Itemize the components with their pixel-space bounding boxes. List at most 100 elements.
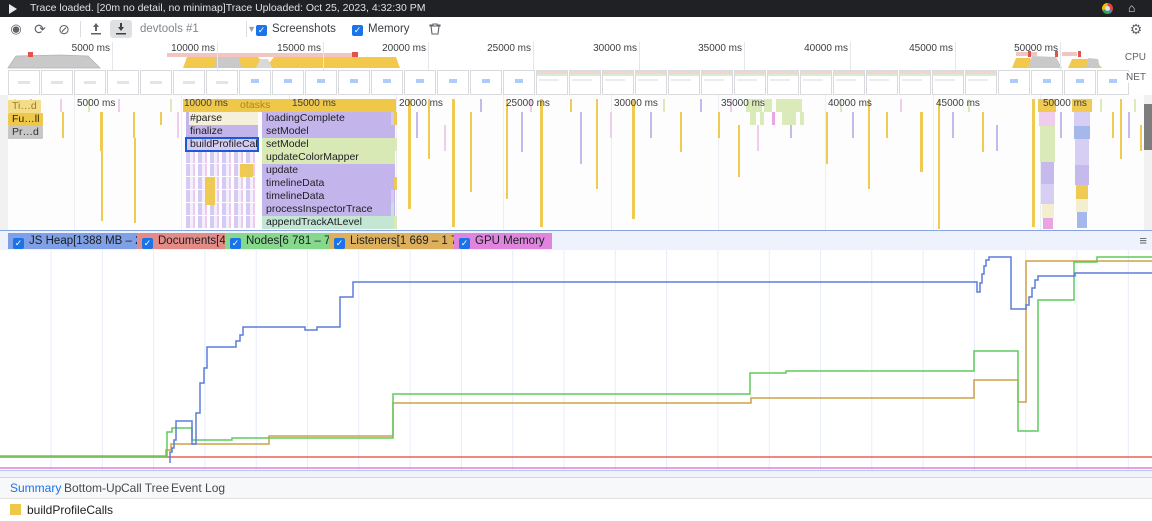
- flame-event-sliver[interactable]: [444, 125, 446, 151]
- flame-event-sliver[interactable]: [205, 177, 215, 205]
- flame-event-sliver[interactable]: [391, 125, 394, 138]
- flame-event-sliver[interactable]: [100, 112, 103, 151]
- flame-event-sliver[interactable]: [596, 99, 598, 189]
- collect-garbage-button[interactable]: [425, 20, 445, 38]
- flame-event-sliver[interactable]: [60, 99, 62, 112]
- flame-event-sliver[interactable]: [1060, 112, 1062, 138]
- download-profile-button[interactable]: [110, 20, 132, 38]
- flame-event-sliver[interactable]: [1041, 162, 1054, 184]
- chrome-logo-icon[interactable]: [1102, 3, 1113, 14]
- memory-chart[interactable]: [0, 250, 1152, 471]
- flame-event-sliver[interactable]: [680, 112, 682, 152]
- flame-event[interactable]: timelineData: [262, 190, 395, 203]
- flame-event-sliver[interactable]: [772, 112, 775, 125]
- flame-event-sliver[interactable]: [764, 99, 772, 112]
- filmstrip-thumbnail[interactable]: [437, 70, 469, 95]
- memory-legend-chip[interactable]: ✓GPU Memory: [454, 233, 552, 249]
- flame-event-sliver[interactable]: [1074, 126, 1090, 139]
- track-badge[interactable]: Fu…ll: [8, 113, 43, 126]
- flame-event-sliver[interactable]: [826, 112, 828, 164]
- filmstrip-thumbnail[interactable]: [899, 70, 931, 95]
- reload-and-record-button[interactable]: ⟳: [30, 20, 50, 38]
- tab-summary[interactable]: Summary: [8, 478, 63, 501]
- filmstrip-thumbnail[interactable]: [206, 70, 238, 95]
- flame-event-sliver[interactable]: [62, 112, 64, 138]
- filmstrip-thumbnail[interactable]: [635, 70, 667, 95]
- flame-event-sliver[interactable]: [394, 138, 397, 151]
- flame-event-sliver[interactable]: [650, 112, 652, 138]
- resume-icon[interactable]: [9, 4, 17, 14]
- flame-event-sliver[interactable]: [391, 151, 395, 164]
- scrollbar-thumb[interactable]: [1144, 104, 1152, 150]
- record-button[interactable]: ◉: [6, 20, 26, 38]
- flame-event-sliver[interactable]: [982, 112, 984, 152]
- filmstrip-thumbnail[interactable]: [74, 70, 106, 95]
- flame-event-sliver[interactable]: [480, 99, 482, 112]
- flame-event-sliver[interactable]: [1134, 99, 1136, 112]
- flame-event-sliver[interactable]: [738, 125, 740, 177]
- flame-event-sliver[interactable]: [1043, 218, 1053, 229]
- flame-event-sliver[interactable]: [632, 99, 635, 219]
- flame-event-sliver[interactable]: [452, 99, 455, 227]
- checkbox-checked-icon[interactable]: ✓: [13, 238, 24, 249]
- filmstrip-thumbnail[interactable]: [767, 70, 799, 95]
- flame-event-sliver[interactable]: [700, 99, 702, 112]
- flame-event-sliver[interactable]: [800, 112, 804, 125]
- clear-button[interactable]: ⊘: [54, 20, 74, 38]
- settings-gear-icon[interactable]: ⚙: [1126, 20, 1146, 38]
- flame-event-sliver[interactable]: [570, 99, 572, 112]
- flame-event-sliver[interactable]: [1040, 146, 1055, 162]
- filmstrip-thumbnail[interactable]: [305, 70, 337, 95]
- filmstrip-thumbnail[interactable]: [932, 70, 964, 95]
- tab-event-log[interactable]: Event Log: [169, 478, 227, 499]
- flame-event[interactable]: loadingComplete: [262, 112, 395, 125]
- checkbox-checked-icon[interactable]: ✓: [230, 238, 241, 249]
- checkbox-checked-icon[interactable]: ✓: [142, 238, 153, 249]
- flame-event-fragments[interactable]: [186, 203, 258, 215]
- filmstrip-thumbnail[interactable]: [470, 70, 502, 95]
- flame-event-sliver[interactable]: [718, 112, 720, 138]
- flame-event[interactable]: finalize: [186, 125, 258, 138]
- filmstrip-thumbnail[interactable]: [800, 70, 832, 95]
- flame-event-sliver[interactable]: [900, 99, 902, 112]
- flame-event-sliver[interactable]: [391, 190, 394, 203]
- scrollbar-track[interactable]: [1144, 95, 1152, 230]
- flame-event-sliver[interactable]: [1112, 112, 1114, 138]
- flame-chart[interactable]: otasks#parsefinalizebuildProfileCallsloa…: [0, 95, 1152, 230]
- flame-event[interactable]: timelineData: [262, 177, 395, 190]
- flame-event-sliver[interactable]: [776, 99, 802, 112]
- flame-event[interactable]: #parse: [186, 112, 258, 125]
- flame-event-sliver[interactable]: [101, 151, 103, 221]
- flame-event-fragments[interactable]: [186, 151, 258, 163]
- flame-event[interactable]: processInspectorTrace: [262, 203, 395, 216]
- flame-event-fragments[interactable]: [186, 216, 258, 228]
- flame-event-sliver[interactable]: [521, 112, 523, 152]
- flame-event-sliver[interactable]: [394, 216, 397, 229]
- flame-event-sliver[interactable]: [868, 99, 870, 189]
- filmstrip-thumbnail[interactable]: [1064, 70, 1096, 95]
- tab-call-tree[interactable]: Call Tree: [119, 478, 171, 499]
- track-badge[interactable]: Pr…d: [8, 126, 43, 139]
- filmstrip-thumbnail[interactable]: [503, 70, 535, 95]
- flame-event-sliver[interactable]: [1076, 185, 1088, 199]
- flame-event-sliver[interactable]: [470, 112, 472, 192]
- timeline-overview[interactable]: 5000 ms10000 ms15000 ms20000 ms25000 ms3…: [0, 42, 1152, 96]
- flame-event-sliver[interactable]: [394, 112, 397, 125]
- flame-event-sliver[interactable]: [1041, 184, 1054, 204]
- flame-event-sliver[interactable]: [416, 112, 418, 138]
- flame-event-sliver[interactable]: [408, 99, 411, 209]
- flame-event-sliver[interactable]: [1075, 165, 1089, 185]
- flame-event-sliver[interactable]: [1100, 99, 1102, 112]
- filmstrip-thumbnail[interactable]: [239, 70, 271, 95]
- flame-event[interactable]: appendTrackAtLevel: [262, 216, 395, 229]
- flame-event-sliver[interactable]: [394, 177, 397, 190]
- flame-event-sliver[interactable]: [1075, 139, 1089, 165]
- filmstrip-thumbnail[interactable]: [866, 70, 898, 95]
- filmstrip-thumbnail[interactable]: [1031, 70, 1063, 95]
- filmstrip-thumbnail[interactable]: [338, 70, 370, 95]
- filmstrip-thumbnail[interactable]: [833, 70, 865, 95]
- flame-event-sliver[interactable]: [610, 112, 612, 138]
- flame-event-sliver[interactable]: [506, 99, 508, 199]
- memory-checkbox[interactable]: ✓Memory: [352, 22, 410, 37]
- flame-event-sliver[interactable]: [1074, 112, 1090, 126]
